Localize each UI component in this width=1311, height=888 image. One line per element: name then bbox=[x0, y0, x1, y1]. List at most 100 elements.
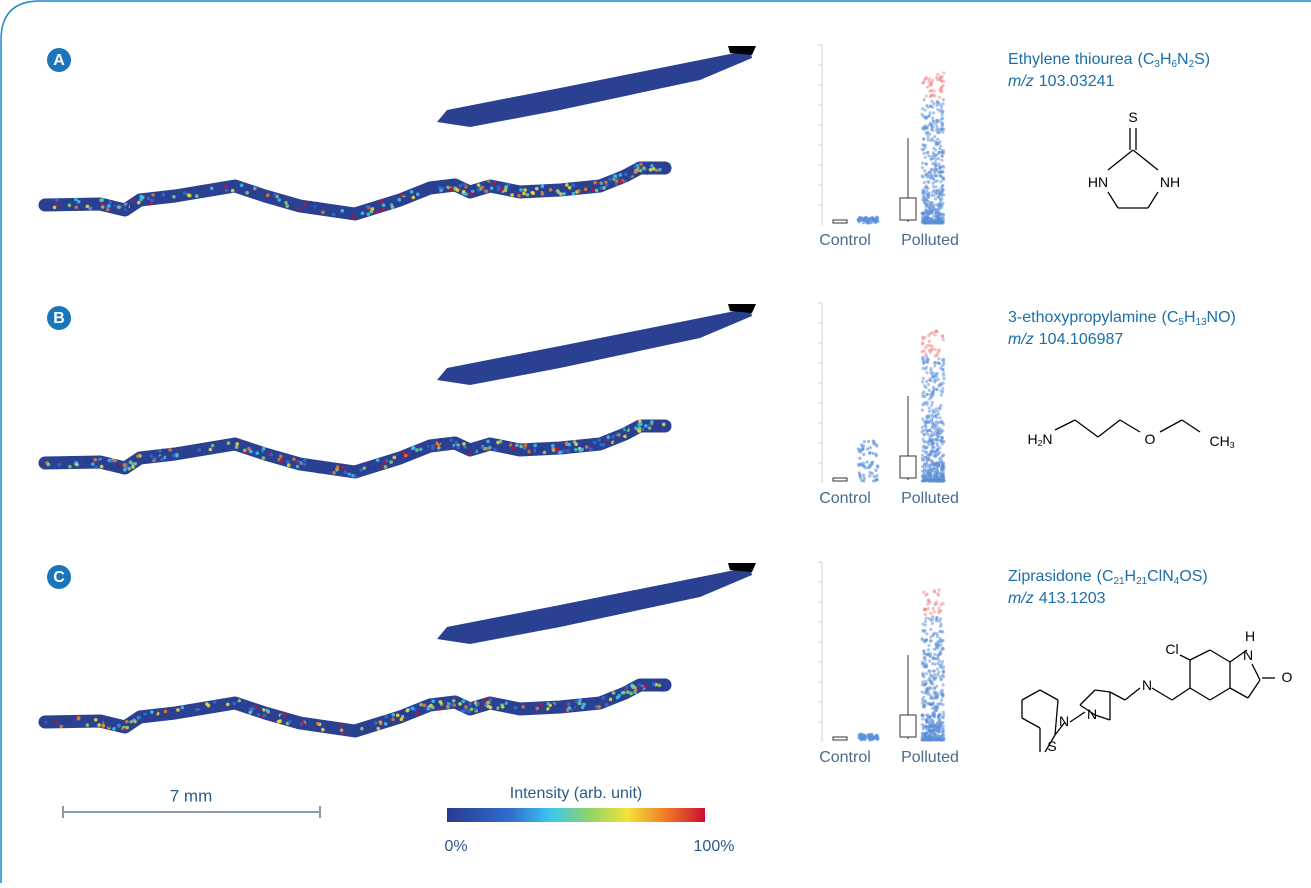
tissue-pixel bbox=[302, 463, 306, 467]
tissue-pixel bbox=[262, 456, 266, 460]
tissue-pixel bbox=[53, 206, 57, 210]
plot-point bbox=[922, 630, 925, 633]
plot-point bbox=[925, 94, 928, 97]
plot-point bbox=[929, 122, 932, 125]
tissue-pixel bbox=[589, 447, 593, 451]
plot-point bbox=[938, 416, 941, 419]
plot-point bbox=[933, 648, 936, 651]
plot-point bbox=[921, 426, 924, 429]
plot-point bbox=[924, 367, 927, 370]
plot-point bbox=[928, 659, 931, 662]
plot-point bbox=[940, 691, 943, 694]
tissue-pixel bbox=[74, 198, 78, 202]
tissue-pixel bbox=[416, 192, 420, 196]
text-part: N bbox=[1177, 51, 1189, 68]
tissue-pixel bbox=[657, 427, 661, 431]
bond bbox=[1120, 420, 1140, 432]
tissue-pixel bbox=[83, 201, 87, 205]
text-part: N bbox=[1087, 706, 1097, 722]
tissue-pixel bbox=[614, 431, 618, 435]
tissue-pixel bbox=[543, 451, 547, 455]
plot-point bbox=[874, 221, 877, 224]
tissue-pixel bbox=[552, 448, 556, 452]
plot-point bbox=[867, 440, 870, 443]
plot-point bbox=[926, 172, 929, 175]
plot-point bbox=[931, 450, 934, 453]
plot-point bbox=[926, 125, 929, 128]
tissue-pixel bbox=[541, 192, 545, 196]
tissue-pixel bbox=[529, 185, 533, 189]
text-part: (C bbox=[1097, 568, 1114, 585]
tissue-pixel bbox=[376, 727, 380, 731]
plot-point bbox=[934, 470, 937, 473]
tissue-pixel bbox=[510, 193, 514, 197]
plot-point bbox=[940, 429, 943, 432]
tissue-pixel bbox=[316, 722, 320, 726]
plot-point bbox=[932, 120, 935, 123]
plot-point bbox=[933, 696, 936, 699]
bond bbox=[1190, 688, 1210, 700]
tissue-pixel bbox=[620, 181, 624, 185]
plot-point bbox=[936, 442, 939, 445]
plot-point bbox=[933, 163, 936, 166]
tissue-pixel bbox=[50, 202, 54, 206]
colorbar-min: 0% bbox=[444, 838, 467, 855]
plot-point bbox=[933, 333, 936, 336]
tissue-pixel bbox=[112, 727, 116, 731]
tissue-pixel bbox=[303, 458, 307, 462]
plot-point bbox=[921, 454, 924, 457]
plot-point bbox=[931, 129, 934, 132]
text-part: N bbox=[1142, 677, 1152, 693]
tissue-pixel bbox=[500, 700, 504, 704]
tissue-pixel bbox=[623, 686, 627, 690]
tissue-pixel bbox=[147, 458, 151, 462]
atom-label: NH bbox=[1160, 174, 1180, 190]
plot-point bbox=[858, 457, 861, 460]
atom-label: CH3 bbox=[1209, 433, 1234, 451]
tissue-pixel bbox=[463, 183, 467, 187]
tissue-pixel bbox=[602, 696, 606, 700]
bond bbox=[1108, 150, 1133, 170]
tissue-pixel bbox=[273, 193, 277, 197]
tissue-pixel bbox=[125, 726, 129, 730]
bond bbox=[1095, 715, 1110, 720]
tissue-pixel bbox=[170, 708, 174, 712]
text-part: O bbox=[1282, 669, 1293, 685]
tissue-pixel bbox=[94, 465, 98, 469]
tissue-pixel bbox=[402, 192, 406, 196]
tissue-pixel bbox=[100, 465, 104, 469]
tissue-pixel bbox=[419, 703, 423, 707]
tissue-pixel bbox=[77, 716, 81, 720]
plot-point bbox=[940, 459, 943, 462]
plot-point bbox=[921, 717, 924, 720]
tissue-pixel bbox=[317, 470, 321, 474]
plot-point bbox=[931, 401, 934, 404]
tissue-pixel bbox=[539, 703, 543, 707]
tissue-pixel bbox=[580, 448, 584, 452]
plot-point bbox=[931, 707, 934, 710]
plot-point bbox=[924, 422, 927, 425]
tissue-pixel bbox=[449, 438, 453, 442]
plot-point bbox=[939, 145, 942, 148]
tissue-pixel bbox=[437, 440, 441, 444]
tissue-pixel bbox=[650, 164, 654, 168]
group-label: Control bbox=[819, 232, 871, 249]
plot-point bbox=[934, 733, 937, 736]
tissue-pixel bbox=[583, 442, 587, 446]
plot-point bbox=[941, 364, 944, 367]
tissue-pixel bbox=[154, 711, 158, 715]
plot-point bbox=[925, 117, 928, 120]
tissue-pixel bbox=[624, 172, 628, 176]
bond bbox=[1152, 688, 1172, 700]
tissue-pixel bbox=[231, 181, 235, 185]
plot-point bbox=[938, 103, 941, 106]
plot-point bbox=[876, 217, 879, 220]
tissue-pixel bbox=[442, 440, 446, 444]
tissue-pixel bbox=[619, 173, 623, 177]
plot-point bbox=[939, 665, 942, 668]
compound-name: Ziprasidone bbox=[1008, 568, 1092, 585]
plot-point bbox=[935, 375, 938, 378]
plot-point bbox=[926, 414, 929, 417]
text-part: H bbox=[1125, 568, 1137, 585]
tissue-pixel bbox=[639, 163, 643, 167]
